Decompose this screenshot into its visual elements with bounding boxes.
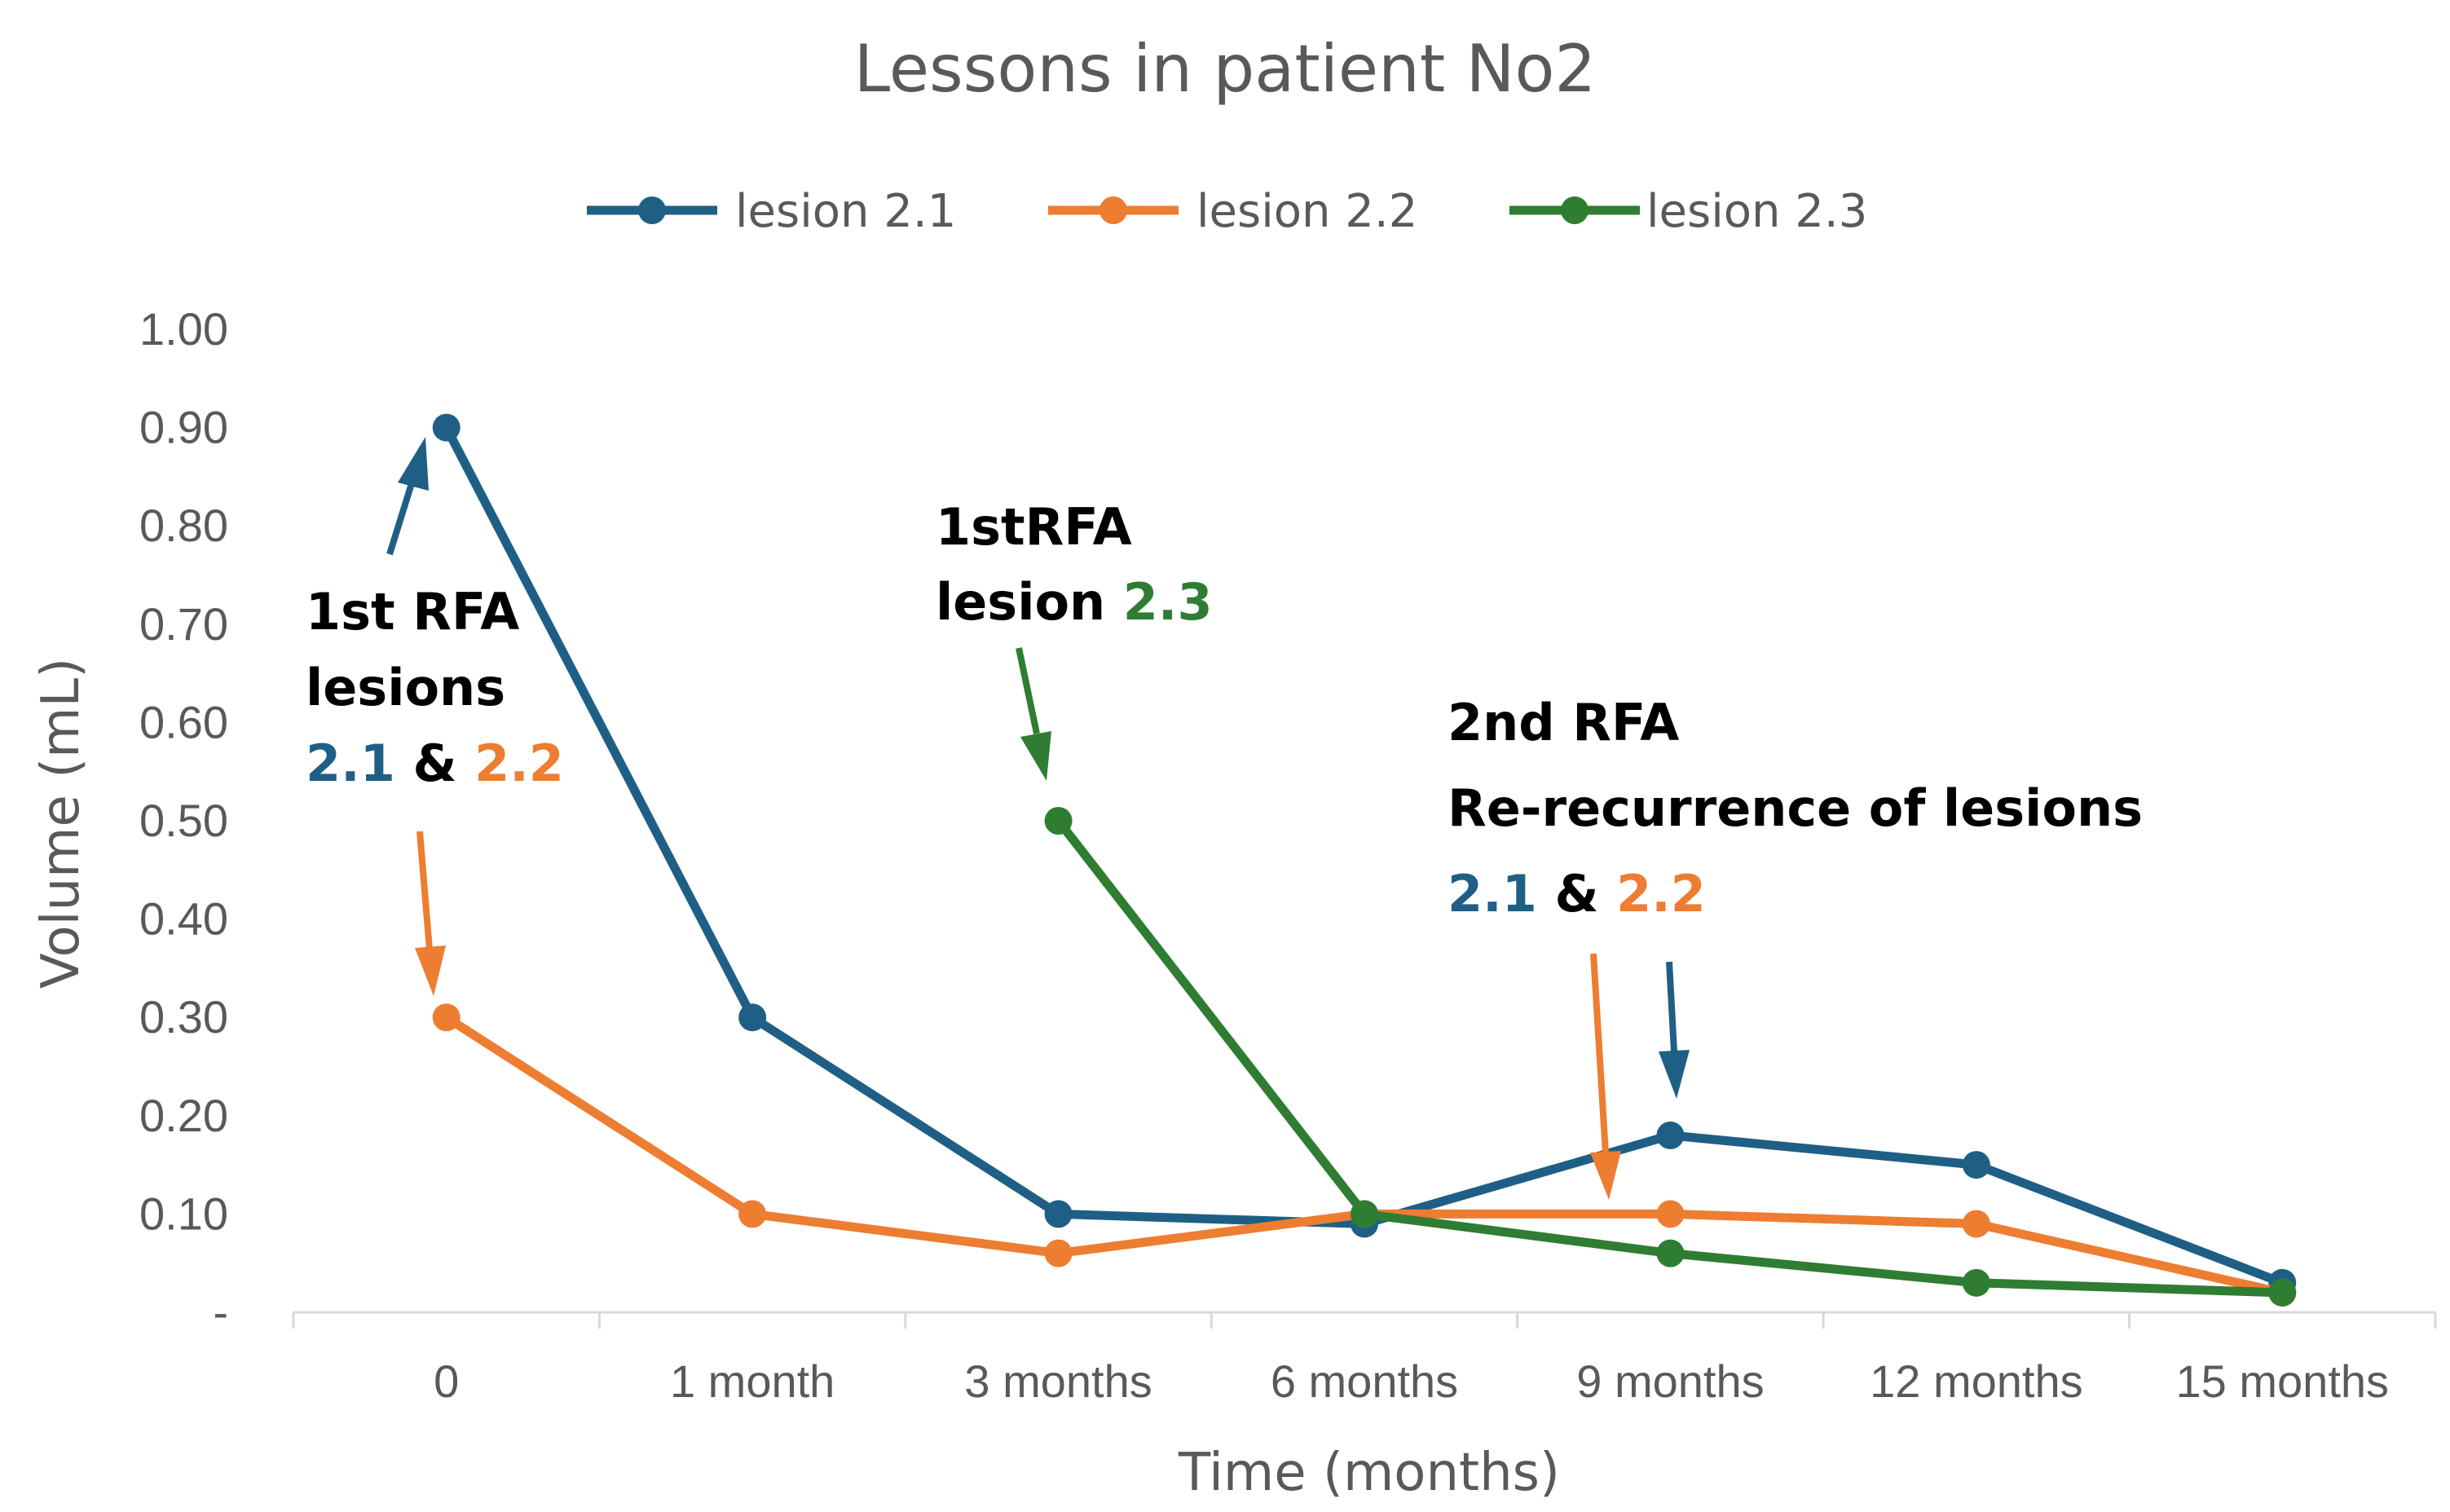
series-line-lesion-2-1: [442, 423, 2287, 1288]
data-point-lesion-2-3: [1351, 1200, 1378, 1228]
annotation-second-rfa-line2: Re-recurrence of lesions: [1448, 778, 2143, 838]
data-point-lesion-2-1: [1044, 1200, 1073, 1228]
annotation-first-rfa-line3: 2.1 & 2.2: [306, 734, 564, 793]
arrow-first-rfa-23-head: [1020, 731, 1051, 781]
annotation-first-rfa-line2: lesions: [306, 658, 505, 717]
arrow-second-rfa-blue-shaft: [1666, 961, 1677, 1052]
legend-marker-lesion-2-1: [638, 196, 666, 224]
chart-title: Lessons in patient No2: [854, 31, 1597, 107]
data-point-lesion-2-1: [432, 413, 460, 442]
annotation-first-rfa-amp-symbol: &: [412, 734, 456, 793]
y-tick-label: -: [213, 1286, 228, 1338]
x-tick-label: 9 months: [1576, 1356, 1764, 1407]
arrow-first-rfa-blue-shaft: [386, 479, 416, 556]
arrow-first-rfa-blue-head: [398, 437, 429, 491]
data-point-lesion-2-1: [738, 1003, 767, 1032]
series-layer: [432, 413, 2297, 1307]
x-tick-label: 1 month: [670, 1356, 835, 1407]
annotation-first-rfa: 1st RFA lesions 2.1 & 2.2: [306, 437, 564, 996]
data-point-lesion-2-2: [432, 1003, 460, 1032]
y-tick-label: 1.00: [139, 303, 228, 355]
arrow-second-rfa-orange-shaft: [1590, 953, 1609, 1154]
annotation-first-rfa-23-id: 2.3: [1123, 572, 1213, 632]
series-line-lesion-2-2: [442, 1012, 2287, 1298]
annotations: 1st RFA lesions 2.1 & 2.2 1stRFA lesion …: [306, 437, 2143, 1200]
y-axis-title: Volume (mL): [31, 658, 91, 989]
annotation-first-rfa-23-space: [1105, 572, 1123, 632]
annotation-second-rfa-id-b: 2.2: [1616, 864, 1706, 924]
data-point-lesion-2-2: [738, 1200, 767, 1228]
x-tick-label: 6 months: [1271, 1356, 1458, 1407]
annotation-first-rfa-amp: [395, 734, 413, 793]
annotation-second-rfa-line1: 2nd RFA: [1448, 693, 1679, 752]
legend-marker-lesion-2-2: [1099, 196, 1127, 224]
x-axis-title: Time (months): [1178, 1443, 1560, 1503]
x-axis: 0 1 month 3 months 6 months 9 months 12 month…: [292, 1311, 2437, 1407]
legend-item-lesion-2-2: lesion 2.2: [1048, 185, 1417, 238]
y-axis-ticks: - 0.10 0.20 0.30 0.40 0.50 0.60 0.70 0.80 0.90 1.0…: [139, 303, 228, 1338]
annotation-first-rfa-23-line2: lesion 2.3: [936, 572, 1213, 632]
legend: lesion 2.1 lesion 2.2 lesion 2.3: [587, 185, 1867, 238]
data-point-lesion-2-2: [1962, 1210, 1990, 1238]
y-tick-label: 0.60: [139, 696, 228, 747]
annotation-first-rfa-23: 1stRFA lesion 2.3: [936, 497, 1213, 781]
legend-item-lesion-2-3: lesion 2.3: [1509, 185, 1867, 238]
legend-label-lesion-2-3: lesion 2.3: [1646, 185, 1867, 238]
arrow-second-rfa-blue-head: [1659, 1050, 1690, 1099]
annotation-second-rfa-space1: [1537, 864, 1555, 924]
x-tick-label: 3 months: [964, 1356, 1152, 1407]
data-point-lesion-2-1: [1962, 1151, 1990, 1179]
annotation-second-rfa: 2nd RFA Re-recurrence of lesions 2.1 & 2…: [1448, 693, 2143, 1200]
y-tick-label: 0.80: [139, 500, 228, 551]
annotation-first-rfa-23-prefix: lesion: [936, 572, 1105, 632]
annotation-second-rfa-id-a: 2.1: [1448, 864, 1537, 924]
annotation-second-rfa-space2: [1599, 864, 1617, 924]
y-tick-label: 0.20: [139, 1090, 228, 1141]
data-point-lesion-2-3: [2268, 1278, 2297, 1307]
data-point-lesion-2-3: [1656, 1239, 1685, 1267]
y-tick-label: 0.90: [139, 402, 228, 453]
x-tick-label: 12 months: [1870, 1356, 2083, 1407]
arrow-first-rfa-orange-shaft: [416, 831, 433, 950]
data-point-lesion-2-2: [1044, 1239, 1073, 1267]
arrow-second-rfa-orange-head: [1590, 1151, 1621, 1200]
arrow-first-rfa-23-shaft: [1016, 647, 1040, 734]
annotation-first-rfa-id-a: 2.1: [306, 734, 395, 793]
y-tick-label: 0.30: [139, 991, 228, 1043]
y-tick-label: 0.50: [139, 795, 228, 846]
y-tick-label: 0.40: [139, 893, 228, 945]
annotation-second-rfa-line3: 2.1 & 2.2: [1448, 864, 1706, 924]
x-tick-label: 15 months: [2176, 1356, 2390, 1407]
legend-marker-lesion-2-3: [1561, 196, 1589, 224]
annotation-first-rfa-23-line1: 1stRFA: [936, 497, 1132, 557]
arrow-first-rfa-orange-head: [415, 946, 446, 996]
data-point-lesion-2-3: [1044, 807, 1073, 835]
legend-label-lesion-2-2: lesion 2.2: [1196, 185, 1417, 238]
y-tick-label: 0.10: [139, 1188, 228, 1239]
annotation-first-rfa-space: [457, 734, 475, 793]
annotation-first-rfa-id-b: 2.2: [474, 734, 564, 793]
data-point-lesion-2-1: [1656, 1121, 1685, 1149]
data-point-lesion-2-2: [1656, 1200, 1685, 1228]
annotation-second-rfa-amp: &: [1554, 864, 1598, 924]
annotation-first-rfa-line1: 1st RFA: [306, 582, 519, 641]
x-tick-label: 0: [434, 1356, 459, 1407]
data-point-lesion-2-3: [1962, 1268, 1990, 1297]
y-tick-label: 0.70: [139, 598, 228, 650]
legend-item-lesion-2-1: lesion 2.1: [587, 185, 956, 238]
legend-label-lesion-2-1: lesion 2.1: [735, 185, 956, 238]
